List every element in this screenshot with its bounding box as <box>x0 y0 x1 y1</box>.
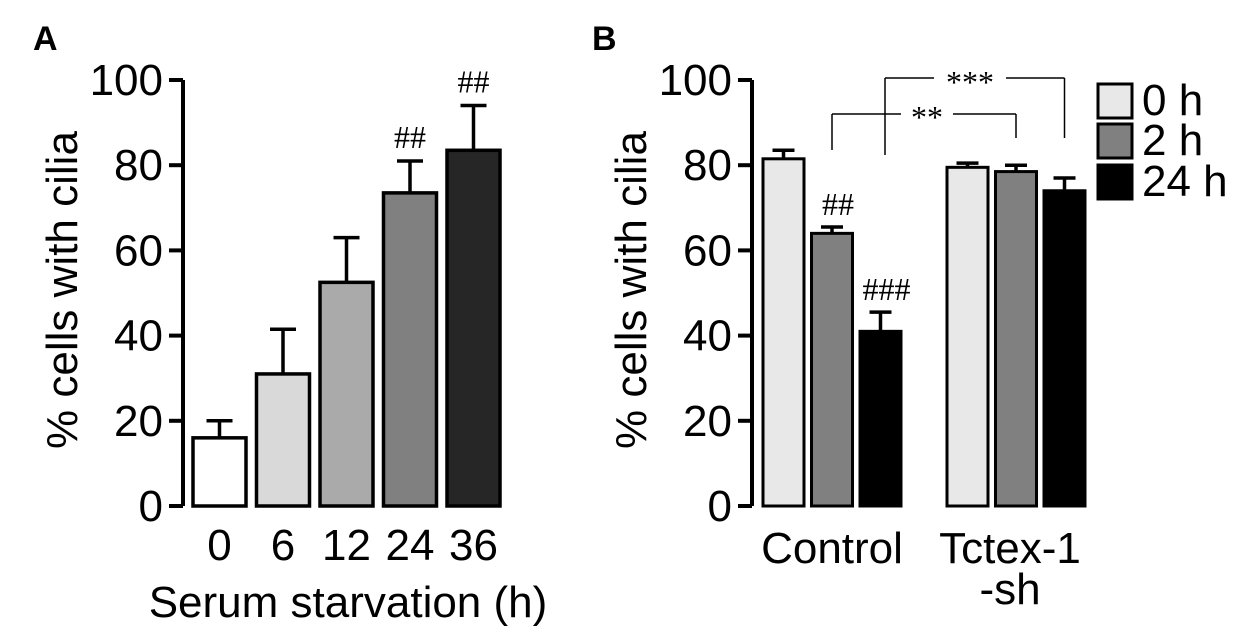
bar <box>318 280 375 508</box>
y-tick-label: 100 <box>659 56 732 105</box>
panel-letter-a: A <box>33 20 58 58</box>
x-tick-label: 6 <box>271 521 295 570</box>
bar <box>445 148 502 508</box>
group-label: Tctex-1 <box>939 524 1081 573</box>
bar <box>945 165 990 508</box>
y-axis-label: % cells with cilia <box>607 131 656 449</box>
bar-annotation: ## <box>458 64 490 100</box>
group-label: Control <box>761 524 903 573</box>
y-axis-label: % cells with cilia <box>38 131 87 449</box>
y-tick-label: 100 <box>90 56 163 105</box>
y-tick-label: 40 <box>683 312 732 361</box>
bar-annotation: ## <box>822 186 854 222</box>
legend-label: 24 h <box>1142 157 1228 206</box>
bar <box>810 231 854 508</box>
x-tick-label: 36 <box>449 521 498 570</box>
legend-label: 2 h <box>1142 116 1203 165</box>
sig-label: ** <box>911 99 943 135</box>
y-tick-label: 80 <box>114 141 163 190</box>
legend-swatch <box>1096 163 1134 201</box>
y-tick-label: 60 <box>114 226 163 275</box>
y-tick-label: 60 <box>683 226 732 275</box>
bar <box>1042 189 1087 508</box>
bar <box>254 372 312 508</box>
bar-annotation: ## <box>394 119 426 155</box>
y-tick-label: 80 <box>683 141 732 190</box>
y-tick-label: 20 <box>114 397 163 446</box>
y-tick-label: 0 <box>139 482 163 531</box>
legend-swatch <box>1096 82 1134 120</box>
bar <box>381 191 439 508</box>
y-tick-label: 40 <box>114 312 163 361</box>
legend-swatch <box>1096 122 1134 160</box>
x-tick-label: 0 <box>207 521 231 570</box>
bar-annotation: ### <box>863 271 911 307</box>
y-tick-label: 0 <box>708 482 732 531</box>
sig-label: *** <box>946 64 994 100</box>
bar <box>191 436 248 508</box>
x-tick-label: 24 <box>386 521 435 570</box>
bar <box>858 329 903 508</box>
group-label: -sh <box>979 565 1040 614</box>
panel-letter-b: B <box>592 20 617 58</box>
y-tick-label: 20 <box>683 397 732 446</box>
x-tick-label: 12 <box>322 521 371 570</box>
bar <box>761 157 806 508</box>
x-axis-label: Serum starvation (h) <box>149 578 548 627</box>
legend-label: 0 h <box>1142 76 1203 125</box>
bar <box>994 170 1038 508</box>
